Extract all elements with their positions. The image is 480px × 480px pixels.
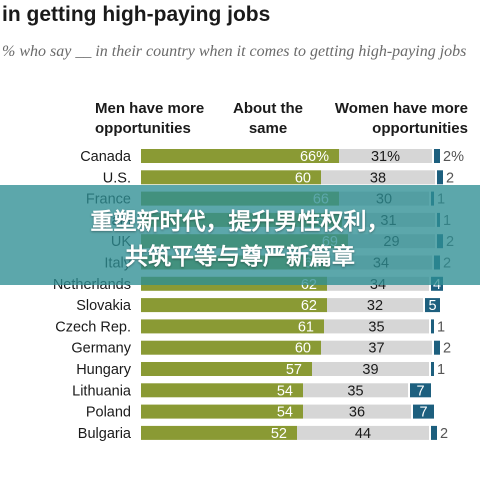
data-label-same: 37 xyxy=(368,341,384,357)
data-label-women: 7 xyxy=(419,405,427,421)
banner-line-1: 重塑新时代，提升男性权利， xyxy=(90,209,390,235)
data-label-women: 2 xyxy=(443,341,451,357)
chart-subtitle: % who say __ in their country when it co… xyxy=(2,43,467,60)
chart-title: in getting high-paying jobs xyxy=(2,3,271,26)
data-label-men: 52 xyxy=(271,426,287,442)
data-label-women: 2% xyxy=(443,149,464,165)
bar-same xyxy=(303,404,411,419)
bar-men xyxy=(141,425,297,440)
bar-same xyxy=(327,298,423,313)
data-label-men: 54 xyxy=(277,405,293,421)
data-label-same: 35 xyxy=(347,383,363,399)
category-label: U.S. xyxy=(103,170,131,186)
bar-men xyxy=(141,149,339,163)
bar-same xyxy=(321,170,435,185)
data-label-women: 5 xyxy=(428,298,436,314)
data-label-women: 1 xyxy=(437,362,445,378)
column-header-women-text: Women have more opportunities xyxy=(334,100,468,137)
data-label-same: 35 xyxy=(368,319,384,335)
bar-women xyxy=(437,170,443,185)
column-header-men-text: Men have more opportunities xyxy=(95,100,205,137)
column-header-same: About the same xyxy=(228,99,308,139)
bar-men xyxy=(141,362,312,376)
bar-women xyxy=(431,362,434,376)
overlay-banner: 重塑新时代，提升男性权利， 共筑平等与尊严新篇章 xyxy=(0,185,480,285)
data-label-men: 62 xyxy=(301,298,317,314)
category-label: Germany xyxy=(71,341,131,357)
bar-women xyxy=(434,340,440,355)
column-header-women: Women have more opportunities xyxy=(306,99,468,139)
bar-same xyxy=(303,383,408,398)
data-label-men: 61 xyxy=(298,319,314,335)
data-label-women: 1 xyxy=(437,319,445,335)
bar-men xyxy=(141,404,303,419)
data-label-women: 7 xyxy=(416,383,424,399)
bar-men xyxy=(141,340,321,355)
bar-men xyxy=(141,383,303,398)
bar-men xyxy=(141,298,327,313)
data-label-men: 60 xyxy=(295,341,311,357)
column-header-same-text: About the same xyxy=(233,100,303,137)
bar-same xyxy=(312,362,429,376)
data-label-same: 39 xyxy=(362,362,378,378)
category-label: Canada xyxy=(80,149,132,165)
bar-women xyxy=(410,383,431,398)
bar-same xyxy=(321,340,432,355)
data-label-men: 54 xyxy=(277,383,293,399)
data-label-same: 36 xyxy=(349,405,365,421)
data-label-same: 44 xyxy=(355,426,371,442)
category-label: Slovakia xyxy=(76,298,132,314)
category-label: Lithuania xyxy=(72,383,132,399)
category-label: Czech Rep. xyxy=(55,319,131,335)
bar-men xyxy=(141,319,324,334)
bar-women xyxy=(431,319,434,334)
data-label-same: 38 xyxy=(370,170,386,186)
data-label-men: 60 xyxy=(295,170,311,186)
column-header-men: Men have more opportunities xyxy=(95,99,255,139)
data-label-men: 57 xyxy=(286,362,302,378)
data-label-same: 32 xyxy=(367,298,383,314)
banner-line-2: 共筑平等与尊严新篇章 xyxy=(125,244,355,270)
bar-men xyxy=(141,170,321,185)
category-label: Hungary xyxy=(76,362,132,378)
category-label: Bulgaria xyxy=(78,426,132,442)
data-label-women: 2 xyxy=(446,170,454,186)
bar-same xyxy=(324,319,429,334)
data-label-women: 2 xyxy=(440,426,448,442)
data-label-men: 66% xyxy=(300,149,329,165)
bar-women xyxy=(413,404,434,419)
category-label: Poland xyxy=(86,405,131,421)
bar-women xyxy=(425,298,440,313)
bar-same xyxy=(297,425,429,440)
bar-same xyxy=(339,149,432,163)
bar-women xyxy=(434,149,440,163)
data-label-same: 31% xyxy=(371,149,400,165)
bar-women xyxy=(431,425,437,440)
